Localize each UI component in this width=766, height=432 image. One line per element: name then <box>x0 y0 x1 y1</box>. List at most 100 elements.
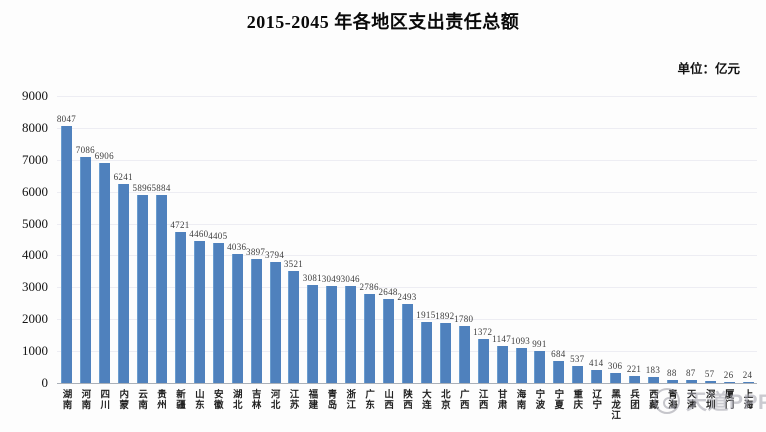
bar-value-label: 684 <box>551 349 566 359</box>
y-axis-tick-label: 5000 <box>22 215 48 231</box>
bar-value-label: 3049 <box>321 274 341 284</box>
x-axis-label: 青岛 <box>325 389 336 410</box>
x-axis-label: 北京 <box>438 389 449 410</box>
bar-value-label: 6906 <box>94 151 114 161</box>
gridline <box>57 255 757 257</box>
x-axis-label: 深圳 <box>703 389 714 410</box>
bar <box>345 286 357 383</box>
x-axis-label: 重庆 <box>571 389 582 410</box>
bar-value-label: 1093 <box>510 336 531 346</box>
y-axis-tick-label: 3000 <box>22 279 48 295</box>
x-axis-label: 四川 <box>98 389 109 410</box>
x-axis-label: 天津 <box>684 389 695 410</box>
x-axis-label: 贵州 <box>155 389 166 410</box>
bar-value-label: 2786 <box>359 282 379 292</box>
y-axis-tick-label: 6000 <box>22 183 48 199</box>
bar <box>439 323 451 383</box>
bar <box>118 184 130 383</box>
bar <box>80 157 92 383</box>
x-axis-label: 新疆 <box>173 389 184 410</box>
bar-value-label: 306 <box>607 361 623 371</box>
bar-value-label: 3794 <box>264 250 285 260</box>
x-axis-label: 云南 <box>136 389 147 410</box>
bar <box>704 381 716 383</box>
bar <box>458 326 470 383</box>
bar-value-label: 537 <box>570 354 585 364</box>
bar <box>610 373 622 383</box>
bar-value-label: 4460 <box>189 229 209 239</box>
bar-value-label: 414 <box>588 358 604 368</box>
bar <box>61 126 73 383</box>
x-axis-label: 辽宁 <box>590 389 601 410</box>
x-axis-line <box>57 383 757 384</box>
x-axis-label: 福建 <box>306 389 317 410</box>
bar <box>685 380 697 383</box>
bar <box>326 286 338 383</box>
bar <box>383 299 395 383</box>
x-axis-label: 安徽 <box>211 389 222 410</box>
bar <box>212 243 224 383</box>
x-axis-label: 陕西 <box>401 389 411 410</box>
x-axis-label: 江西 <box>476 389 487 410</box>
bar-value-label: 3897 <box>246 247 266 257</box>
bar-value-label: 3521 <box>283 259 304 269</box>
gridline <box>57 159 757 161</box>
bar <box>723 382 735 383</box>
bar-value-label: 4036 <box>227 242 247 252</box>
x-axis-label: 宁夏 <box>552 389 563 410</box>
bar <box>231 254 243 383</box>
bar-value-label: 3081 <box>302 273 322 283</box>
bar <box>193 241 205 383</box>
x-axis-label: 甘肃 <box>495 389 506 410</box>
x-axis-label: 内蒙 <box>117 389 128 410</box>
x-axis-label: 厦门 <box>722 389 733 410</box>
x-axis-label: 兵团 <box>628 389 639 410</box>
bar <box>269 262 281 383</box>
bar-value-label: 221 <box>626 364 642 374</box>
y-axis-tick-label: 1000 <box>22 343 48 359</box>
bar-value-label: 1780 <box>454 314 474 324</box>
x-axis-label: 广东 <box>363 389 374 410</box>
bar <box>515 348 527 383</box>
bar-value-label: 7086 <box>75 145 95 155</box>
bar-value-label: 8047 <box>56 114 77 124</box>
bar <box>647 377 659 383</box>
bar <box>496 346 508 383</box>
x-axis-label: 吉林 <box>249 389 260 410</box>
bar-value-label: 1915 <box>416 310 436 320</box>
y-axis-tick-label: 8000 <box>22 119 48 135</box>
x-axis-label: 湖南 <box>60 389 71 410</box>
bar <box>534 351 546 383</box>
bar <box>307 285 319 383</box>
bar-value-label: 991 <box>532 339 547 349</box>
y-axis-tick-label: 9000 <box>22 88 48 103</box>
bar-value-label: 1892 <box>435 311 455 321</box>
y-axis-tick-label: 0 <box>41 375 49 390</box>
bar-value-label: 1372 <box>473 327 493 337</box>
x-axis-label: 河北 <box>268 389 279 410</box>
bar-value-label: 88 <box>667 368 677 378</box>
bar <box>742 382 754 383</box>
bar <box>553 361 565 383</box>
bar-value-label: 4405 <box>208 231 228 241</box>
gridline <box>57 223 757 225</box>
x-axis-label: 上海 <box>741 389 752 410</box>
bar-value-label: 3046 <box>340 274 360 284</box>
bar-value-label: 6241 <box>113 172 133 182</box>
gridline <box>57 287 757 289</box>
bar <box>572 366 584 383</box>
bar <box>666 380 678 383</box>
x-axis-label: 青海 <box>665 389 676 410</box>
gridline <box>57 191 757 193</box>
bar <box>402 304 413 383</box>
x-axis-label: 湖北 <box>230 389 241 410</box>
bar-value-label: 5884 <box>151 183 171 193</box>
bar <box>420 322 432 383</box>
bar-value-label: 1147 <box>492 334 512 344</box>
x-axis-label: 海南 <box>514 389 525 410</box>
x-axis-label: 江苏 <box>287 389 298 410</box>
bar <box>156 195 168 383</box>
y-axis-tick-label: 7000 <box>22 151 48 167</box>
chart-title: 2015-2045 年各地区支出责任总额 <box>246 12 520 32</box>
